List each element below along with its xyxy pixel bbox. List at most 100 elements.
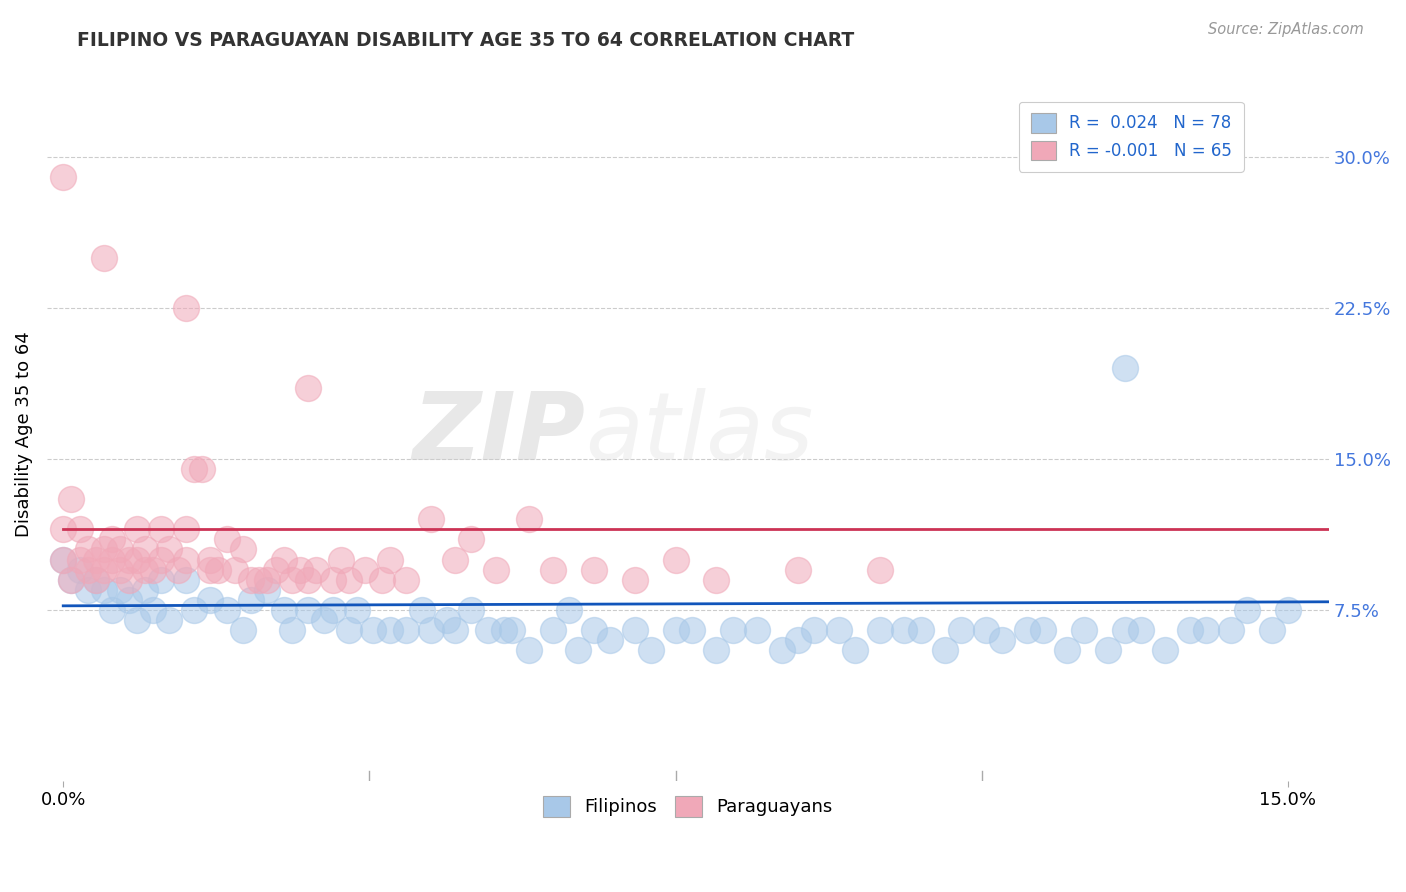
Point — [419, 623, 441, 637]
Point — [215, 533, 238, 547]
Point — [191, 462, 214, 476]
Point — [110, 563, 132, 577]
Point — [1236, 603, 1258, 617]
Point — [640, 643, 662, 657]
Point — [240, 573, 263, 587]
Point — [706, 643, 728, 657]
Point — [256, 573, 278, 587]
Point — [84, 573, 107, 587]
Point — [198, 592, 221, 607]
Point — [60, 573, 83, 587]
Point — [1154, 643, 1177, 657]
Point — [664, 552, 686, 566]
Point — [297, 573, 319, 587]
Point — [288, 563, 311, 577]
Point — [1056, 643, 1078, 657]
Point — [142, 563, 165, 577]
Point — [232, 623, 254, 637]
Point — [256, 582, 278, 597]
Point — [378, 552, 401, 566]
Point — [910, 623, 932, 637]
Point — [1219, 623, 1241, 637]
Point — [337, 573, 360, 587]
Point — [770, 643, 793, 657]
Point — [84, 552, 107, 566]
Legend: Filipinos, Paraguayans: Filipinos, Paraguayans — [536, 789, 841, 824]
Text: ZIP: ZIP — [412, 388, 585, 480]
Point — [1260, 623, 1282, 637]
Point — [436, 613, 458, 627]
Point — [101, 603, 124, 617]
Point — [1073, 623, 1095, 637]
Point — [395, 573, 418, 587]
Point — [247, 573, 270, 587]
Point — [444, 552, 467, 566]
Point — [974, 623, 997, 637]
Point — [264, 563, 287, 577]
Point — [101, 552, 124, 566]
Point — [950, 623, 973, 637]
Point — [198, 563, 221, 577]
Point — [125, 552, 148, 566]
Point — [174, 573, 197, 587]
Point — [329, 552, 352, 566]
Point — [934, 643, 956, 657]
Point — [174, 301, 197, 315]
Point — [150, 552, 173, 566]
Point — [93, 251, 115, 265]
Point — [378, 623, 401, 637]
Point — [395, 623, 418, 637]
Point — [460, 533, 482, 547]
Point — [150, 522, 173, 536]
Point — [110, 542, 132, 557]
Point — [76, 563, 98, 577]
Point — [721, 623, 744, 637]
Point — [664, 623, 686, 637]
Point — [567, 643, 589, 657]
Point — [1178, 623, 1201, 637]
Point — [110, 582, 132, 597]
Point — [1097, 643, 1119, 657]
Point — [60, 492, 83, 507]
Point — [370, 573, 392, 587]
Point — [623, 573, 645, 587]
Point — [363, 623, 385, 637]
Point — [183, 462, 205, 476]
Point — [117, 552, 139, 566]
Point — [125, 613, 148, 627]
Point — [52, 552, 75, 566]
Point — [517, 512, 540, 526]
Text: Source: ZipAtlas.com: Source: ZipAtlas.com — [1208, 22, 1364, 37]
Point — [991, 633, 1014, 648]
Point — [501, 623, 523, 637]
Point — [125, 522, 148, 536]
Point — [224, 563, 246, 577]
Point — [541, 623, 564, 637]
Point — [232, 542, 254, 557]
Point — [558, 603, 581, 617]
Point — [1277, 603, 1299, 617]
Text: atlas: atlas — [585, 388, 814, 479]
Point — [681, 623, 703, 637]
Point — [69, 522, 91, 536]
Point — [485, 563, 508, 577]
Y-axis label: Disability Age 35 to 64: Disability Age 35 to 64 — [15, 331, 32, 537]
Point — [354, 563, 377, 577]
Point — [52, 552, 75, 566]
Point — [582, 623, 605, 637]
Point — [84, 573, 107, 587]
Point — [541, 563, 564, 577]
Point — [134, 582, 156, 597]
Text: FILIPINO VS PARAGUAYAN DISABILITY AGE 35 TO 64 CORRELATION CHART: FILIPINO VS PARAGUAYAN DISABILITY AGE 35… — [77, 31, 855, 50]
Point — [52, 169, 75, 184]
Point — [803, 623, 825, 637]
Point — [1032, 623, 1054, 637]
Point — [322, 603, 344, 617]
Point — [706, 573, 728, 587]
Point — [60, 573, 83, 587]
Point — [297, 603, 319, 617]
Point — [76, 582, 98, 597]
Point — [174, 522, 197, 536]
Point — [337, 623, 360, 637]
Point — [157, 613, 180, 627]
